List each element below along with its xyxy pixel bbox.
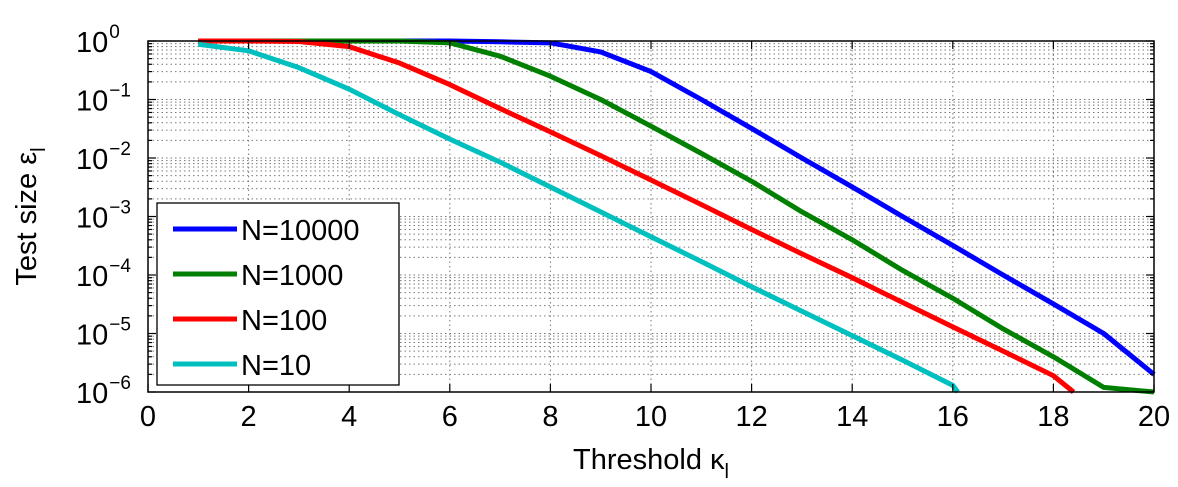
legend-label: N=10000 [241,215,360,247]
x-tick-label: 14 [836,401,868,433]
legend-label: N=10 [241,350,311,382]
x-axis-title: Threshold κl [573,444,729,483]
x-tick-label: 0 [140,401,156,433]
x-tick-label: 12 [735,401,767,433]
y-tick-label: 10−6 [76,373,131,410]
legend-box [156,202,400,386]
series-line-n-10 [197,41,960,394]
y-axis-title-main: Test size ε [11,152,43,286]
y-tick-label: 10−5 [76,315,131,352]
y-axis-title: Test size εl [11,147,50,285]
x-tick-label: 4 [341,401,357,433]
y-axis-tick-labels: 10−6 10−5 10−4 10−3 10−2 10−1 100 [76,22,131,410]
x-tick-label: 20 [1138,401,1170,433]
legend-label: N=1000 [241,260,343,292]
x-axis-title-main: Threshold κ [573,444,725,476]
y-axis-title-sub: l [28,147,50,151]
x-tick-label: 18 [1037,401,1069,433]
x-tick-label: 16 [937,401,969,433]
x-tick-label: 2 [241,401,257,433]
legend: N=10000 N=1000 N=100 N=10 [156,202,400,386]
x-axis-tick-labels: 0 2 4 6 8 10 12 14 16 18 20 [140,401,1170,433]
x-tick-label: 10 [635,401,667,433]
y-tick-label: 10−4 [76,256,131,293]
x-tick-label: 6 [442,401,458,433]
y-tick-label: 10−2 [76,139,131,176]
x-tick-label: 8 [542,401,558,433]
y-tick-label: 100 [76,22,120,59]
y-tick-label: 10−3 [76,198,131,235]
legend-label: N=100 [241,305,327,337]
y-tick-label: 10−1 [76,81,131,118]
x-axis-title-sub: l [725,461,729,483]
axis-ticks [147,40,1155,393]
